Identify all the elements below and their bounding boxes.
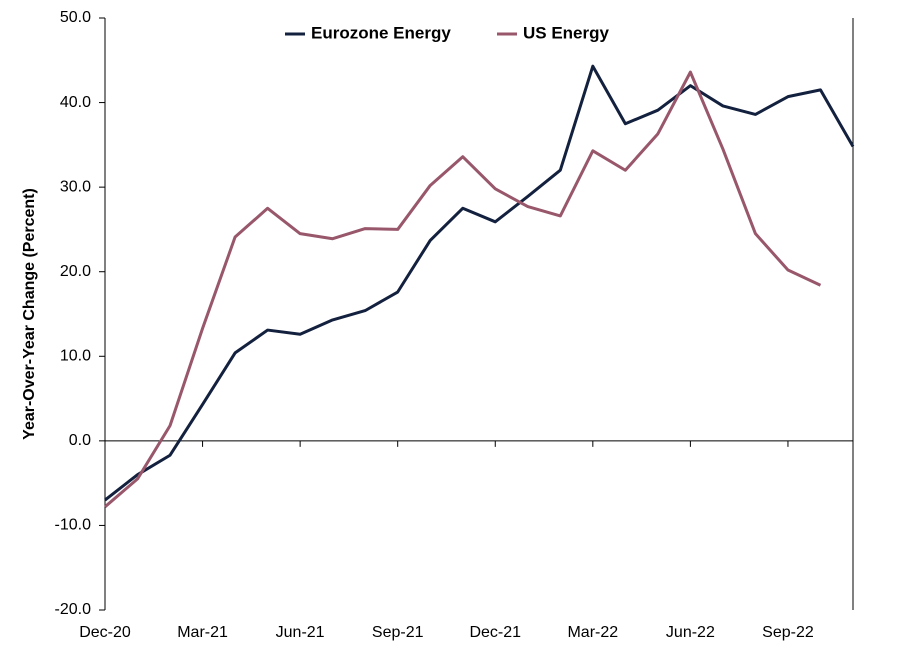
x-tick-label: Sep-22: [762, 624, 814, 641]
x-tick-label: Jun-22: [666, 624, 715, 641]
y-tick-label: 10.0: [60, 348, 91, 365]
data-line: [104, 64, 855, 502]
y-tick-label: 20.0: [60, 263, 91, 280]
y-axis-title: Year-Over-Year Change (Percent): [21, 188, 38, 440]
x-tick-label: Sep-21: [372, 624, 424, 641]
y-tick-label: 50.0: [60, 9, 91, 26]
y-tick-label: 0.0: [69, 432, 91, 449]
x-tick-label: Mar-22: [567, 624, 618, 641]
legend-label: US Energy: [523, 23, 610, 42]
y-tick-label: 40.0: [60, 94, 91, 111]
y-tick-label: -10.0: [55, 517, 92, 534]
x-tick-label: Dec-21: [469, 624, 521, 641]
x-tick-label: Jun-21: [276, 624, 325, 641]
x-tick-label: Mar-21: [177, 624, 228, 641]
data-line: [104, 70, 822, 508]
y-tick-label: -20.0: [55, 601, 92, 618]
x-tick-label: Dec-20: [79, 624, 131, 641]
legend-label: Eurozone Energy: [311, 23, 451, 42]
y-tick-label: 30.0: [60, 178, 91, 195]
